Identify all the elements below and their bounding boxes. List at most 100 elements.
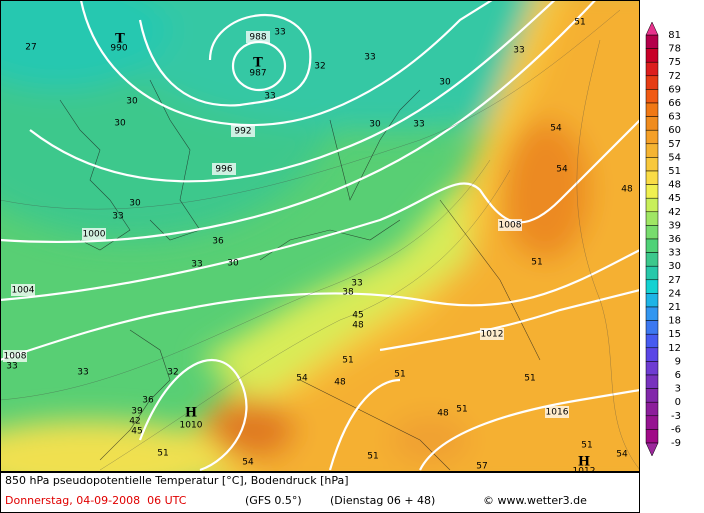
contour-label: 42: [129, 417, 140, 427]
legend-label: 33: [668, 248, 681, 259]
legend-swatch: [645, 129, 659, 145]
contour-label: 30: [129, 199, 141, 209]
contour-label: 33: [6, 362, 17, 372]
legend-label: 75: [668, 57, 681, 68]
legend-label: 15: [668, 329, 681, 340]
contour-label: 33: [77, 368, 88, 378]
legend-label: 18: [668, 316, 681, 327]
contour-label: 48: [352, 321, 364, 331]
legend-swatch: [645, 238, 659, 253]
isobar-label: 1000: [83, 230, 106, 240]
legend-swatch: [645, 184, 659, 199]
isobar-label: 988: [249, 33, 266, 43]
legend-label: -6: [671, 424, 681, 435]
legend-bottom-arrow: [645, 442, 659, 457]
contour-label: 57: [476, 462, 487, 472]
isobar-label: 1012: [481, 330, 504, 340]
contour-label: 33: [413, 120, 424, 130]
legend-swatch: [645, 116, 659, 131]
contour-label: 30: [439, 78, 451, 88]
contour-label: 33: [364, 53, 375, 63]
contour-label: 51: [524, 374, 535, 384]
isobar-label-bg: [82, 228, 106, 240]
contour-label: 45: [131, 427, 142, 437]
footer-title: 850 hPa pseudopotentielle Temperatur [°C…: [5, 474, 349, 487]
legend-swatch: [645, 48, 659, 63]
contour-label: 51: [531, 258, 542, 268]
legend-label: 81: [668, 30, 681, 41]
contour-label: 39: [131, 407, 143, 417]
legend-label: 21: [668, 302, 681, 313]
contour-label: 54: [242, 458, 254, 468]
isobar-label: 996: [215, 165, 232, 175]
legend-label: 69: [668, 84, 681, 95]
footer-frame: [0, 472, 640, 513]
pressure-symbol: H: [578, 455, 590, 470]
map-frame: [0, 0, 640, 472]
legend-swatch: [645, 388, 659, 403]
legend-label: 0: [675, 397, 681, 408]
isobar-label: 1016: [546, 408, 569, 418]
legend-swatch: [645, 225, 659, 240]
contour-label: 27: [25, 43, 36, 53]
contour-label: 54: [296, 374, 308, 384]
isobar-label: 1008: [4, 352, 27, 362]
legend-label: 6: [675, 370, 681, 381]
legend-swatch: [645, 61, 659, 77]
contour-label: 51: [581, 441, 592, 451]
color-legend: 8178757269666360575451484542393633302724…: [645, 21, 681, 457]
legend-swatch: [645, 347, 659, 362]
contour-label: 32: [167, 368, 178, 378]
legend-label: 12: [668, 343, 681, 354]
legend-label: 27: [668, 275, 681, 286]
legend-label: 66: [668, 98, 681, 109]
legend-label: 42: [668, 207, 681, 218]
isobar-label-bg: [11, 284, 35, 296]
contour-label: 51: [157, 449, 168, 459]
legend-label: 60: [668, 125, 681, 136]
legend-swatch: [645, 170, 659, 185]
contour-label: 54: [550, 124, 562, 134]
legend-swatch: [645, 306, 659, 321]
contour-label: 30: [369, 120, 381, 130]
legend-label: -3: [671, 411, 681, 422]
footer-date: Donnerstag, 04-09-2008 06 UTC: [5, 494, 187, 507]
legend-swatch: [645, 293, 659, 308]
isobars: [0, 0, 640, 472]
isobar-label: 992: [234, 127, 251, 137]
map-labels: T990T987H1010H10129889929961000100410081…: [3, 18, 633, 472]
map: T990T987H1010H10129889929961000100410081…: [0, 0, 640, 472]
legend-swatch: [645, 89, 659, 104]
contour-label: 51: [342, 356, 353, 366]
legend-label: 63: [668, 112, 681, 123]
legend-swatch: [645, 361, 659, 376]
legend-swatch: [645, 143, 659, 158]
contour-label: 33: [191, 260, 202, 270]
isobar-label: 1008: [499, 221, 522, 231]
legend-swatch: [645, 211, 659, 226]
isobar-label-bg: [212, 163, 236, 175]
legend-label: 57: [668, 139, 681, 150]
legend-swatch: [645, 102, 659, 117]
legend-swatch: [645, 374, 659, 389]
legend-swatch: [645, 415, 659, 430]
legend-swatch: [645, 197, 659, 213]
contour-label: 51: [367, 452, 378, 462]
contour-label: 54: [616, 450, 628, 460]
isobar-label-bg: [480, 328, 504, 340]
contour-label: 33: [112, 212, 123, 222]
contour-label: 33: [264, 92, 275, 102]
contour-label: 51: [574, 18, 585, 28]
pressure-value: 1010: [180, 421, 203, 431]
contour-label: 36: [212, 237, 224, 247]
footer-credit: © www.wetter3.de: [483, 494, 587, 507]
contour-label: 36: [142, 396, 154, 406]
legend-label: 72: [668, 71, 681, 82]
pressure-value: 987: [249, 69, 266, 79]
legend-swatch: [645, 429, 659, 444]
contour-label: 51: [456, 405, 467, 415]
isobar-label-bg: [498, 219, 522, 231]
contour-label: 54: [556, 165, 568, 175]
legend-swatch: [645, 320, 659, 335]
isobar-label-bg: [246, 31, 270, 43]
